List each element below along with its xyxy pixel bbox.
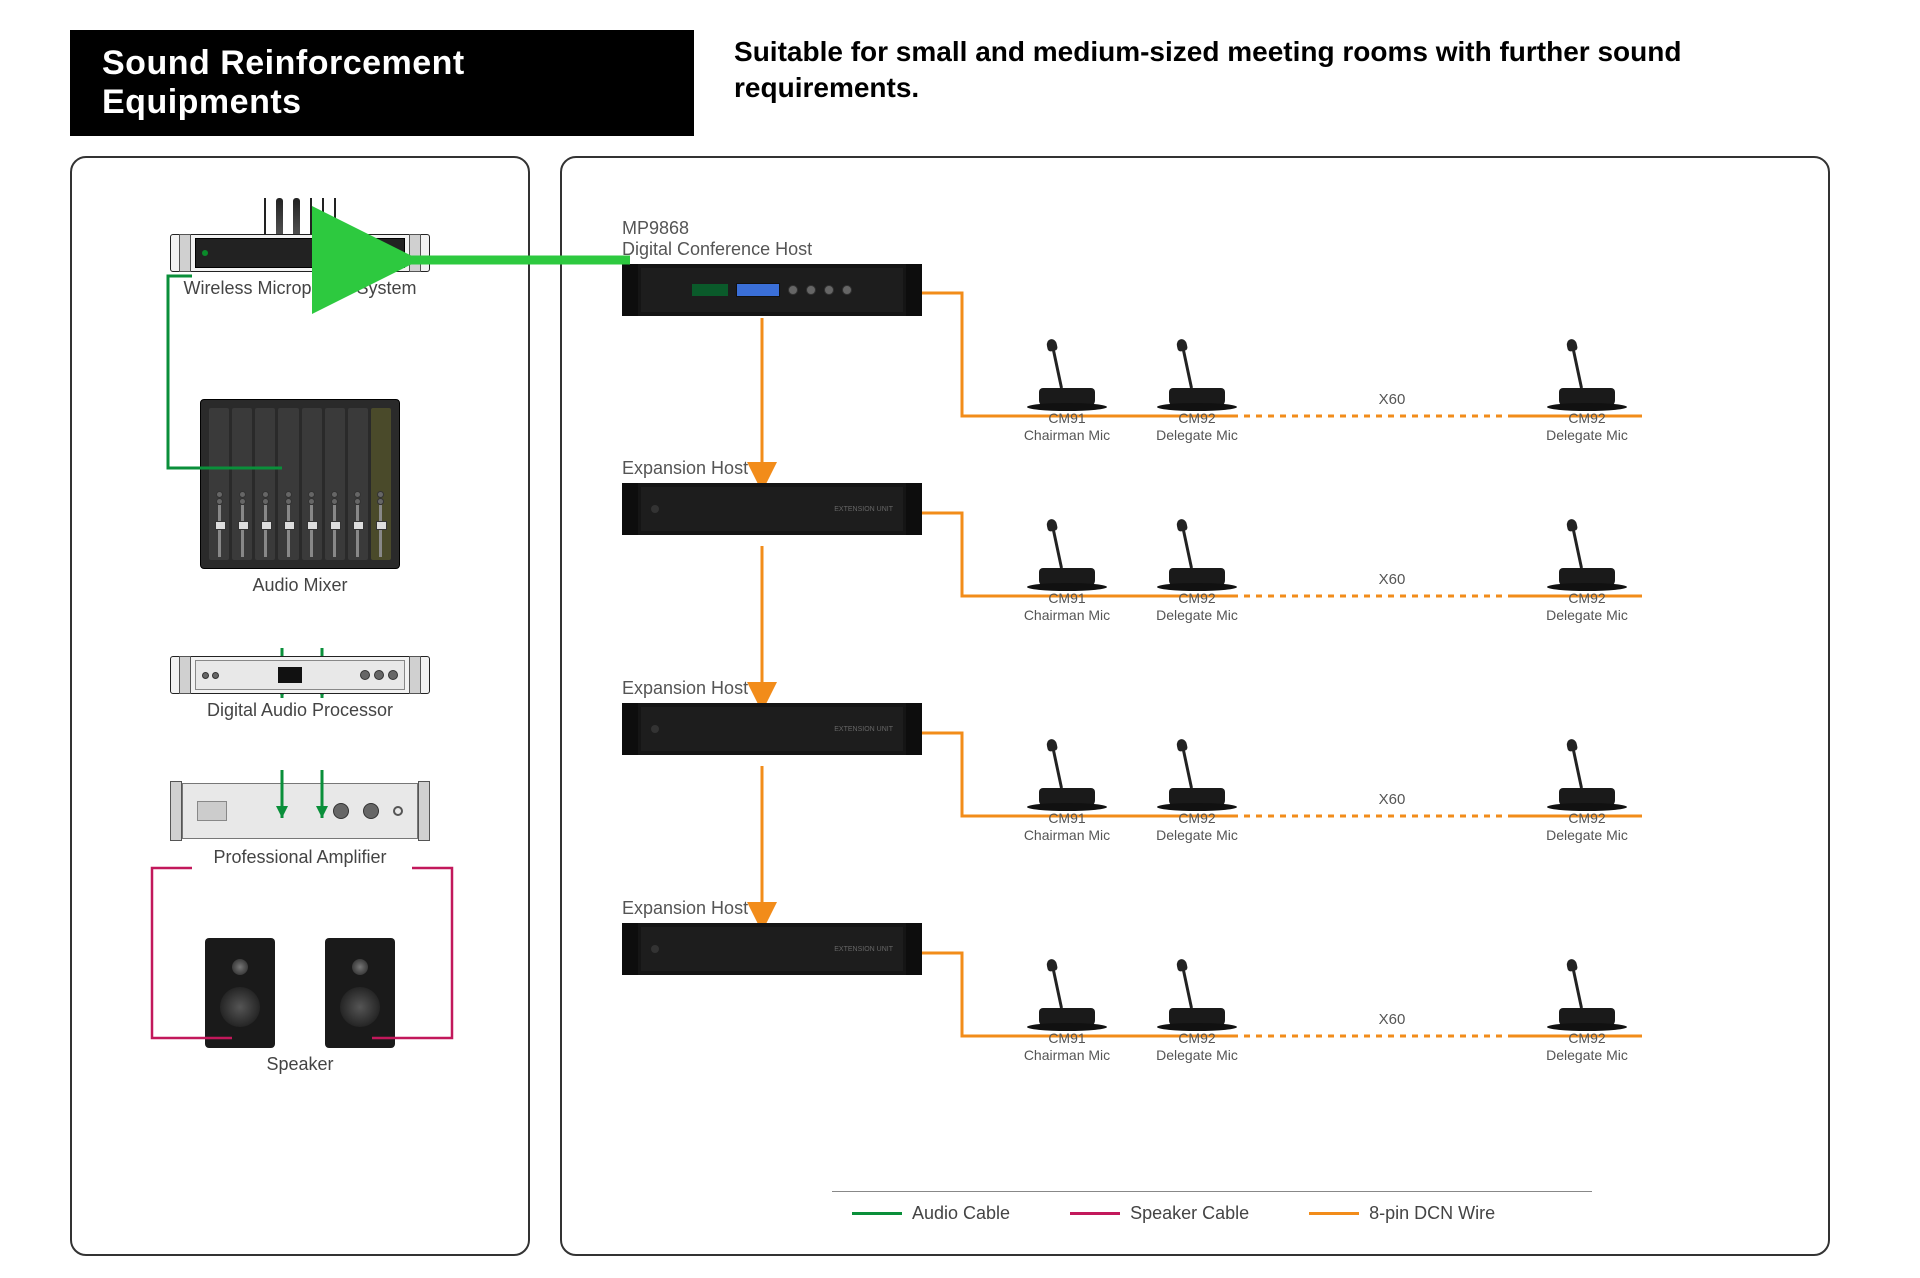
audio-mixer: Audio Mixer xyxy=(200,399,400,596)
rack-unit xyxy=(622,264,922,316)
rack-unit: EXTENSION UNIT xyxy=(622,703,922,755)
microphone-unit: CM92Delegate Mic xyxy=(1522,738,1652,844)
legend-dcn-label: 8-pin DCN Wire xyxy=(1369,1203,1495,1224)
chain-count: X60 xyxy=(1262,571,1522,588)
speakers: Speaker xyxy=(205,938,395,1075)
expansion-host-2: Expansion Host EXTENSION UNIT xyxy=(622,678,922,755)
mixer-label: Audio Mixer xyxy=(252,575,347,596)
mic-row-2: CM91Chairman Mic CM92Delegate Mic X60 CM92D… xyxy=(1002,738,1652,844)
speaker-label: Speaker xyxy=(266,1054,333,1075)
legend-audio-label: Audio Cable xyxy=(912,1203,1010,1224)
chain-count: X60 xyxy=(1262,791,1522,808)
mic-label: CM91Chairman Mic xyxy=(1024,1030,1110,1064)
digital-audio-processor: Digital Audio Processor xyxy=(170,656,430,721)
chain-count: X60 xyxy=(1262,391,1522,408)
mic-label: CM91Chairman Mic xyxy=(1024,590,1110,624)
processor-label: Digital Audio Processor xyxy=(207,700,393,721)
mic-label: CM91Chairman Mic xyxy=(1024,410,1110,444)
mic-label: CM92Delegate Mic xyxy=(1546,1030,1628,1064)
microphone-unit: CM91Chairman Mic xyxy=(1002,738,1132,844)
mic-label: CM92Delegate Mic xyxy=(1156,1030,1238,1064)
mic-row-0: CM91Chairman Mic CM92Delegate Mic X60 CM92D… xyxy=(1002,338,1652,444)
conference-host: MP9868Digital Conference Host xyxy=(622,218,922,316)
subtitle: Suitable for small and medium-sized meet… xyxy=(734,30,1850,107)
legend-dcn-wire: 8-pin DCN Wire xyxy=(1309,1203,1495,1224)
legend-speaker-cable: Speaker Cable xyxy=(1070,1203,1249,1224)
mic-row-1: CM91Chairman Mic CM92Delegate Mic X60 CM92D… xyxy=(1002,518,1652,624)
microphone-unit: CM92Delegate Mic xyxy=(1132,518,1262,624)
microphone-unit: CM92Delegate Mic xyxy=(1132,958,1262,1064)
microphone-unit: CM92Delegate Mic xyxy=(1132,738,1262,844)
microphone-unit: CM91Chairman Mic xyxy=(1002,518,1132,624)
mic-label: CM92Delegate Mic xyxy=(1546,410,1628,444)
mic-row-3: CM91Chairman Mic CM92Delegate Mic X60 CM92D… xyxy=(1002,958,1652,1064)
microphone-unit: CM91Chairman Mic xyxy=(1002,958,1132,1064)
legend-audio-cable: Audio Cable xyxy=(852,1203,1010,1224)
host-label: Expansion Host xyxy=(622,898,922,919)
host-label: Expansion Host xyxy=(622,458,922,479)
host-label: Expansion Host xyxy=(622,678,922,699)
mic-label: CM92Delegate Mic xyxy=(1156,810,1238,844)
microphone-unit: CM92Delegate Mic xyxy=(1522,338,1652,444)
main-title: Sound Reinforcement Equipments xyxy=(70,30,694,136)
legend: Audio Cable Speaker Cable 8-pin DCN Wire xyxy=(852,1203,1495,1224)
mic-label: CM92Delegate Mic xyxy=(1156,590,1238,624)
legend-divider xyxy=(832,1191,1592,1192)
expansion-host-3: Expansion Host EXTENSION UNIT xyxy=(622,898,922,975)
wireless-mic-label: Wireless Microphone System xyxy=(183,278,416,299)
mic-label: CM92Delegate Mic xyxy=(1546,810,1628,844)
microphone-unit: CM92Delegate Mic xyxy=(1132,338,1262,444)
speaker-left xyxy=(205,938,275,1048)
host-label: MP9868Digital Conference Host xyxy=(622,218,922,260)
sound-reinforcement-panel: Wireless Microphone System Audio Mixer xyxy=(70,156,530,1256)
conference-system-panel: Audio Cable Speaker Cable 8-pin DCN Wire… xyxy=(560,156,1830,1256)
mic-label: CM91Chairman Mic xyxy=(1024,810,1110,844)
professional-amplifier: Professional Amplifier xyxy=(170,781,430,868)
amplifier-label: Professional Amplifier xyxy=(213,847,386,868)
expansion-host-1: Expansion Host EXTENSION UNIT xyxy=(622,458,922,535)
speaker-right xyxy=(325,938,395,1048)
microphone-unit: CM92Delegate Mic xyxy=(1522,518,1652,624)
rack-unit: EXTENSION UNIT xyxy=(622,923,922,975)
rack-unit: EXTENSION UNIT xyxy=(622,483,922,535)
microphone-unit: CM92Delegate Mic xyxy=(1522,958,1652,1064)
wireless-mic-system: Wireless Microphone System xyxy=(170,198,430,299)
legend-speaker-label: Speaker Cable xyxy=(1130,1203,1249,1224)
chain-count: X60 xyxy=(1262,1011,1522,1028)
microphone-unit: CM91Chairman Mic xyxy=(1002,338,1132,444)
mic-label: CM92Delegate Mic xyxy=(1156,410,1238,444)
mic-label: CM92Delegate Mic xyxy=(1546,590,1628,624)
